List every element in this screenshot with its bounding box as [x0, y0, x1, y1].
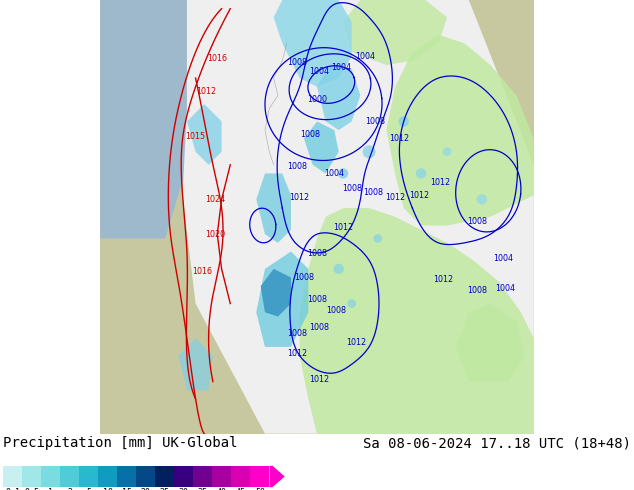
- Text: 15: 15: [122, 489, 132, 490]
- Text: 25: 25: [160, 489, 170, 490]
- Text: 0.1: 0.1: [5, 489, 20, 490]
- Bar: [136, 466, 155, 487]
- Text: 1015: 1015: [186, 132, 205, 141]
- Circle shape: [363, 145, 375, 158]
- Polygon shape: [183, 0, 534, 434]
- Circle shape: [373, 234, 382, 243]
- Text: 1004: 1004: [354, 52, 375, 61]
- Text: 45: 45: [236, 489, 246, 490]
- Bar: [231, 466, 250, 487]
- Bar: [3, 466, 22, 487]
- Text: 1004: 1004: [331, 63, 351, 72]
- Bar: [155, 466, 174, 487]
- Text: 1008: 1008: [366, 117, 385, 126]
- Text: 1008: 1008: [301, 130, 321, 139]
- Text: Sa 08-06-2024 17..18 UTC (18+48): Sa 08-06-2024 17..18 UTC (18+48): [363, 437, 631, 450]
- Circle shape: [477, 194, 487, 205]
- Text: 1008: 1008: [309, 323, 329, 332]
- Circle shape: [347, 299, 356, 308]
- Polygon shape: [187, 104, 222, 165]
- Text: 1008: 1008: [467, 286, 488, 295]
- Polygon shape: [256, 251, 308, 347]
- Bar: [250, 466, 269, 487]
- Polygon shape: [261, 269, 291, 317]
- Polygon shape: [456, 304, 525, 382]
- Bar: [193, 466, 212, 487]
- Polygon shape: [300, 208, 534, 434]
- Text: 0.5: 0.5: [24, 489, 39, 490]
- Circle shape: [399, 116, 409, 126]
- Text: 1012: 1012: [287, 349, 307, 358]
- Polygon shape: [274, 0, 352, 87]
- Text: 50: 50: [255, 489, 265, 490]
- Polygon shape: [343, 0, 447, 65]
- Polygon shape: [178, 338, 213, 390]
- Bar: [212, 466, 231, 487]
- Text: 1016: 1016: [192, 267, 212, 275]
- Text: 5: 5: [86, 489, 91, 490]
- Text: 1004: 1004: [493, 253, 514, 263]
- Text: 1012: 1012: [290, 193, 310, 202]
- Text: 1012: 1012: [333, 223, 353, 232]
- Text: 1004: 1004: [325, 169, 344, 178]
- Text: 1012: 1012: [197, 87, 216, 96]
- Text: 1004: 1004: [496, 284, 515, 293]
- Text: 1008: 1008: [342, 184, 361, 193]
- Text: 40: 40: [217, 489, 227, 490]
- Text: 1012: 1012: [430, 178, 451, 187]
- Bar: [117, 466, 136, 487]
- Text: 1008: 1008: [363, 189, 384, 197]
- Text: 1024: 1024: [205, 195, 225, 204]
- Polygon shape: [100, 0, 230, 239]
- Bar: [41, 466, 60, 487]
- Text: 20: 20: [141, 489, 151, 490]
- Circle shape: [416, 168, 426, 179]
- Polygon shape: [317, 65, 360, 130]
- Text: 1012: 1012: [385, 193, 405, 202]
- Circle shape: [338, 168, 348, 179]
- Text: 1016: 1016: [207, 54, 227, 63]
- Bar: [79, 466, 98, 487]
- Text: 1008: 1008: [294, 273, 314, 282]
- Text: 1012: 1012: [309, 375, 329, 384]
- Circle shape: [443, 147, 451, 156]
- Bar: [174, 466, 193, 487]
- Text: 1008: 1008: [307, 249, 327, 258]
- Bar: [98, 466, 117, 487]
- Text: 1012: 1012: [346, 338, 366, 347]
- Text: 1008: 1008: [327, 306, 347, 315]
- Text: Precipitation [mm] UK-Global: Precipitation [mm] UK-Global: [3, 437, 238, 450]
- Text: 1: 1: [48, 489, 53, 490]
- Text: 2: 2: [67, 489, 72, 490]
- Text: 1008: 1008: [467, 217, 488, 226]
- Text: 1000: 1000: [307, 95, 327, 104]
- Circle shape: [333, 264, 344, 274]
- Text: 1012: 1012: [389, 134, 410, 143]
- Bar: [22, 466, 41, 487]
- Text: 1012: 1012: [432, 275, 453, 284]
- Text: 1008: 1008: [307, 294, 327, 304]
- Polygon shape: [386, 35, 534, 225]
- Text: 30: 30: [179, 489, 189, 490]
- Text: 1004: 1004: [309, 67, 329, 76]
- Text: 1020: 1020: [205, 230, 225, 239]
- Text: 1008: 1008: [287, 163, 307, 172]
- Text: 1008: 1008: [287, 329, 307, 339]
- Text: 1008: 1008: [287, 58, 307, 68]
- FancyArrow shape: [269, 466, 285, 487]
- Text: 10: 10: [103, 489, 113, 490]
- Text: 1012: 1012: [409, 191, 429, 199]
- Text: 35: 35: [198, 489, 208, 490]
- Bar: [60, 466, 79, 487]
- Polygon shape: [256, 173, 291, 243]
- Polygon shape: [304, 122, 339, 173]
